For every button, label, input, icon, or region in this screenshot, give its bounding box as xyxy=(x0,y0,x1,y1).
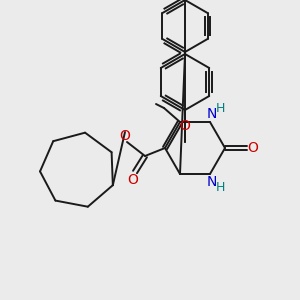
Text: H: H xyxy=(215,101,225,115)
Text: O: O xyxy=(128,173,138,187)
Text: O: O xyxy=(248,141,258,155)
Text: N: N xyxy=(207,175,217,189)
Text: N: N xyxy=(207,107,217,121)
Text: O: O xyxy=(180,119,190,133)
Text: O: O xyxy=(120,129,130,143)
Text: H: H xyxy=(215,182,225,194)
